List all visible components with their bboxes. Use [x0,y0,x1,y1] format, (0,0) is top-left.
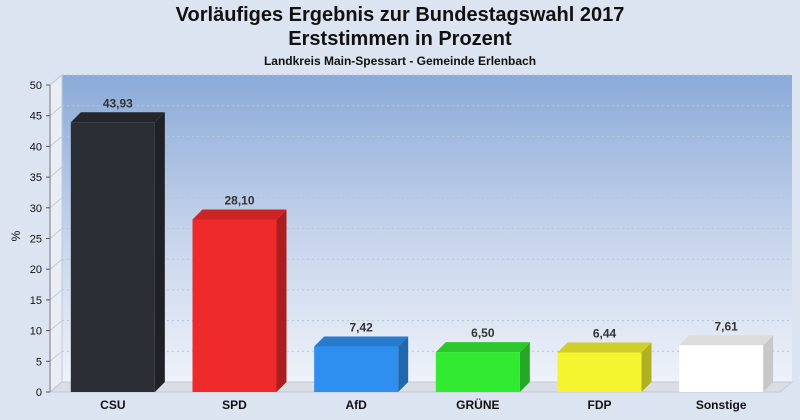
bar-side [641,342,652,392]
bar-side [276,209,287,392]
chart-subtitle: Landkreis Main-Spessart - Gemeinde Erlen… [263,54,537,68]
x-tick-label: AfD [346,398,368,412]
y-axis-label: % [9,230,23,241]
bar-value-label: 6,50 [471,326,495,340]
y-tick-label: 0 [36,387,42,399]
gridline-side [49,258,63,270]
gridline-side [49,166,63,178]
y-tick-label: 5 [36,356,42,368]
bar [435,352,520,392]
bar-value-label: 7,61 [714,319,738,333]
bar [314,346,399,392]
x-tick-label: GRÜNE [456,397,499,412]
gridline-side [49,136,63,147]
y-tick-label: 15 [30,295,42,307]
gridline-side [49,197,63,209]
bar-side [398,336,409,392]
bar-top [314,336,409,347]
bar-side [519,342,530,392]
bar [192,219,277,392]
bar [70,122,155,392]
x-tick-label: FDP [588,398,612,412]
bar-top [679,335,774,346]
x-tick-label: CSU [100,398,125,412]
gridline-side [49,320,63,331]
chart-title-line2: Erststimmen in Prozent [288,28,512,50]
y-tick-label: 35 [30,172,42,184]
gridline-side [49,350,63,362]
y-tick-label: 25 [30,234,42,246]
y-tick-label: 20 [30,264,42,276]
bar-value-label: 6,44 [593,326,617,340]
bar-top [70,112,165,123]
bar-value-label: 7,42 [349,320,373,334]
bar-top [192,209,287,220]
gridline-side [49,74,63,86]
y-tick-label: 45 [30,111,42,123]
bar-top [557,342,652,353]
x-tick-label: Sonstige [696,398,747,412]
gridline-side [49,228,63,239]
y-tick-label: 10 [30,326,42,338]
y-tick-label: 50 [30,80,42,92]
bar-top [435,342,530,353]
gridline-side [49,105,63,117]
bar [557,352,642,392]
bar-side [763,335,774,392]
chart-title-line1: Vorläufiges Ergebnis zur Bundestagswahl … [175,4,625,26]
bar-value-label: 28,10 [224,193,254,207]
y-tick-label: 30 [30,203,42,215]
y-tick-label: 40 [30,141,42,153]
bar-side [154,112,165,392]
x-tick-label: SPD [222,398,247,412]
gridline-side [49,289,63,301]
bar [679,345,764,392]
bar-value-label: 43,93 [103,96,133,110]
